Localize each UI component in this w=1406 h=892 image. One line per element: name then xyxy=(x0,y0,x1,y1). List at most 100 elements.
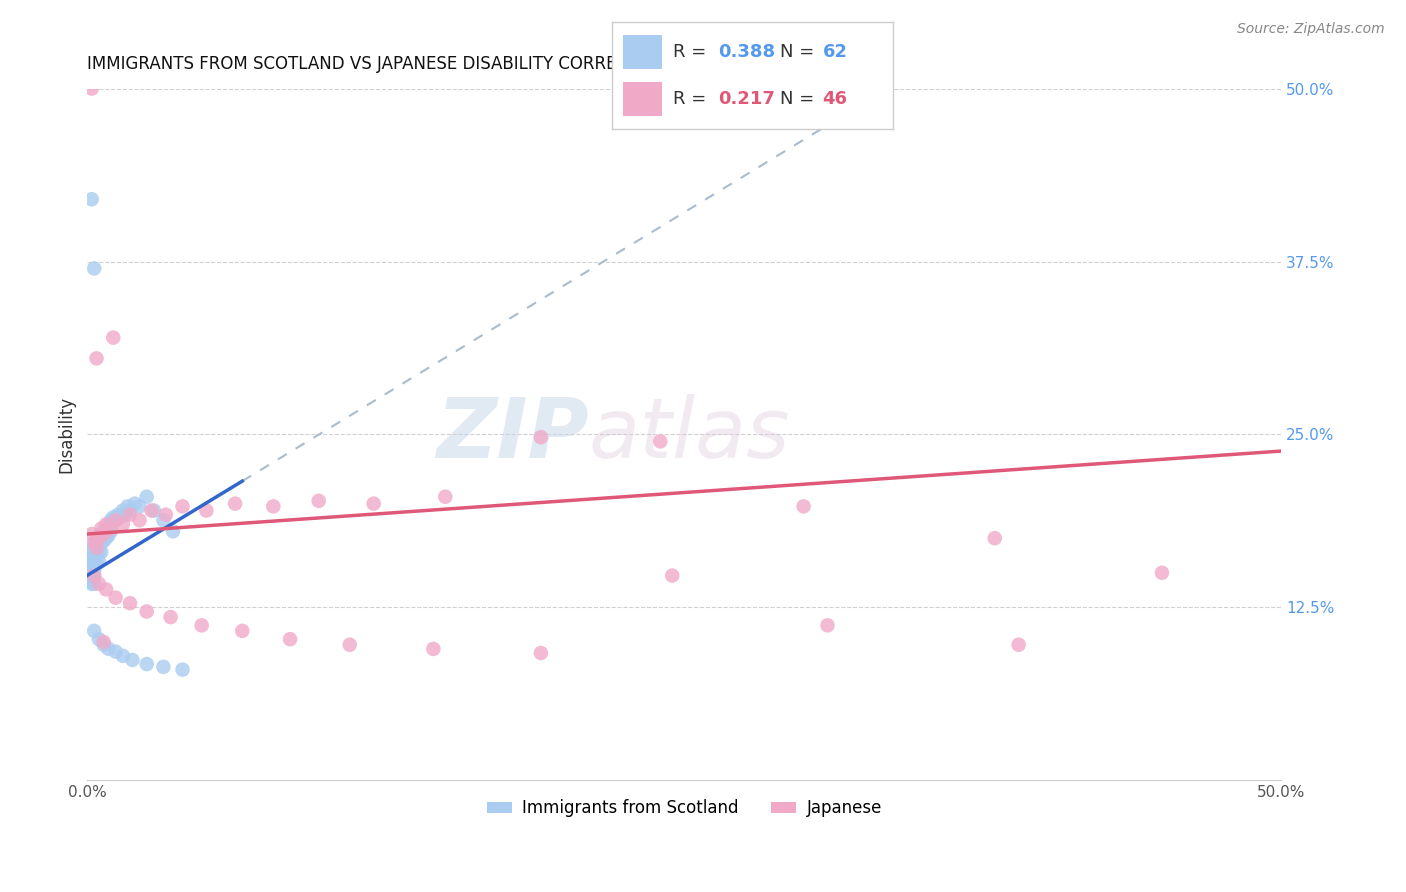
Point xyxy=(141,503,163,517)
Point xyxy=(94,517,117,532)
Point xyxy=(80,555,103,569)
Point xyxy=(121,653,143,667)
Point xyxy=(195,503,218,517)
Point xyxy=(111,517,134,532)
Text: IMMIGRANTS FROM SCOTLAND VS JAPANESE DISABILITY CORRELATION CHART: IMMIGRANTS FROM SCOTLAND VS JAPANESE DIS… xyxy=(87,55,738,73)
Point xyxy=(87,531,110,545)
Legend: Immigrants from Scotland, Japanese: Immigrants from Scotland, Japanese xyxy=(479,792,889,824)
Point xyxy=(86,541,108,555)
Point xyxy=(135,490,157,504)
Point xyxy=(94,582,117,597)
Point xyxy=(434,490,457,504)
Point xyxy=(86,556,108,570)
Point xyxy=(124,497,146,511)
Point xyxy=(530,646,553,660)
Point xyxy=(83,555,105,569)
Point xyxy=(100,524,122,539)
Point xyxy=(80,81,103,95)
Text: 62: 62 xyxy=(823,44,848,62)
Point xyxy=(661,568,683,582)
Text: atlas: atlas xyxy=(589,394,790,475)
Point xyxy=(83,541,105,555)
Text: 0.388: 0.388 xyxy=(718,44,776,62)
Point xyxy=(79,552,101,566)
Point xyxy=(86,535,108,549)
Point xyxy=(80,561,103,575)
Point xyxy=(80,545,103,559)
Point xyxy=(135,605,157,619)
Text: N =: N = xyxy=(780,90,820,108)
Point xyxy=(363,497,385,511)
Point xyxy=(93,527,115,541)
Point xyxy=(83,538,105,552)
Point xyxy=(118,503,141,517)
Point xyxy=(93,533,115,548)
Point xyxy=(231,624,253,638)
Point xyxy=(308,493,330,508)
Point xyxy=(104,513,127,527)
Point xyxy=(530,430,553,444)
Point xyxy=(262,500,284,514)
Point xyxy=(93,635,115,649)
Point xyxy=(118,596,141,610)
Point xyxy=(135,657,157,671)
Point xyxy=(793,500,815,514)
Point xyxy=(114,508,136,522)
Point xyxy=(83,624,105,638)
Text: R =: R = xyxy=(673,44,713,62)
Point xyxy=(83,570,105,584)
Point xyxy=(83,535,105,549)
Point xyxy=(93,638,115,652)
Point xyxy=(90,545,112,559)
Point xyxy=(983,531,1005,545)
Point xyxy=(90,527,112,541)
Point xyxy=(817,618,839,632)
Point xyxy=(87,538,110,552)
Point xyxy=(128,513,150,527)
Point xyxy=(97,517,120,532)
Point xyxy=(190,618,212,632)
Point xyxy=(87,577,110,591)
Point xyxy=(83,261,105,276)
Point xyxy=(97,641,120,656)
Point xyxy=(159,610,181,624)
FancyBboxPatch shape xyxy=(623,82,662,117)
Point xyxy=(100,522,122,536)
Y-axis label: Disability: Disability xyxy=(58,396,75,473)
Point xyxy=(103,510,125,524)
Point xyxy=(80,192,103,206)
Point xyxy=(1150,566,1173,580)
Point xyxy=(80,549,103,564)
Point xyxy=(152,513,174,527)
Point xyxy=(90,522,112,536)
Point xyxy=(80,527,103,541)
Point xyxy=(162,524,184,539)
Point xyxy=(79,566,101,580)
Point xyxy=(87,531,110,545)
FancyBboxPatch shape xyxy=(623,35,662,70)
Point xyxy=(104,513,127,527)
Text: ZIP: ZIP xyxy=(436,394,589,475)
Point xyxy=(142,503,165,517)
Point xyxy=(87,632,110,647)
Point xyxy=(80,568,103,582)
Point xyxy=(339,638,361,652)
Point xyxy=(90,535,112,549)
Point xyxy=(117,500,139,514)
Point xyxy=(224,497,246,511)
Text: Source: ZipAtlas.com: Source: ZipAtlas.com xyxy=(1237,22,1385,37)
Point xyxy=(86,351,108,366)
Text: 46: 46 xyxy=(823,90,848,108)
Point xyxy=(172,500,194,514)
Point xyxy=(87,555,110,569)
Point xyxy=(83,577,105,591)
Text: N =: N = xyxy=(780,44,820,62)
Point xyxy=(104,591,127,605)
Point xyxy=(93,524,115,539)
Point xyxy=(79,558,101,573)
Point xyxy=(79,573,101,587)
Point xyxy=(111,503,134,517)
Point xyxy=(97,528,120,542)
Point xyxy=(278,632,301,647)
Point xyxy=(83,563,105,577)
